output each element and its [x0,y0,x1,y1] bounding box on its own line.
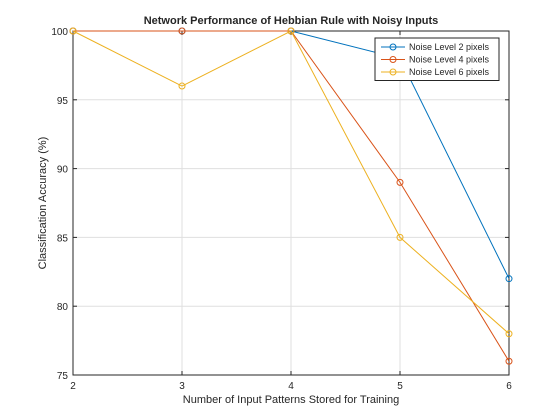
x-axis-label: Number of Input Patterns Stored for Trai… [183,394,399,406]
series-line [72,30,510,335]
legend-marker [389,68,397,76]
legend-marker [389,43,397,51]
y-tick-label: 95 [57,96,69,107]
chart-title: Network Performance of Hebbian Rule with… [144,15,439,27]
legend-marker [389,56,397,63]
data-point [178,27,186,35]
data-point [396,178,404,186]
data-point [69,27,77,35]
y-tick-label: 85 [57,233,69,244]
y-tick-label: 90 [57,165,69,176]
y-tick-label: 75 [57,371,69,382]
x-tick-label: 2 [70,381,76,392]
series-3 [69,27,513,338]
legend-label: Noise Level 4 pixels [409,55,490,65]
x-tick-label: 4 [288,381,294,392]
x-tick-label: 3 [179,381,185,392]
data-point [505,357,513,365]
data-point [505,275,513,283]
x-tick-label: 6 [506,381,512,392]
y-tick-label: 100 [51,27,68,38]
y-axis-label: Classification Accuracy (%) [37,137,49,270]
legend-label: Noise Level 2 pixels [409,42,490,52]
legend-label: Noise Level 6 pixels [409,67,490,77]
x-tick-label: 5 [397,381,403,392]
y-tick-label: 80 [57,302,69,313]
data-point [396,233,404,241]
data-point [505,330,513,338]
legend: Noise Level 2 pixels Noise Level 4 pixels… [374,37,500,81]
data-point [287,27,295,35]
data-point [178,82,186,90]
series-layer [69,27,513,365]
